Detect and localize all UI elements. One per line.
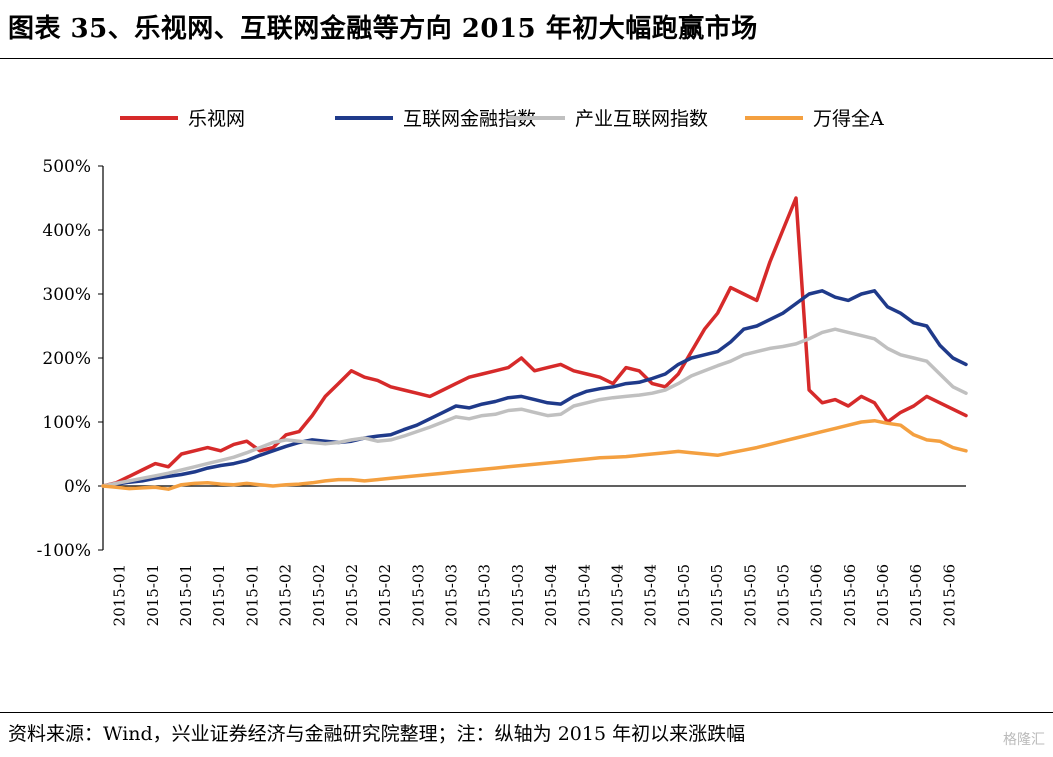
x-tick-label: 2015-02 [277,564,295,626]
x-tick-label: 2015-01 [210,564,228,626]
x-tick-label: 2015-06 [874,564,892,626]
y-tick-label: 0% [64,477,91,497]
chart-axes: -100% 0% 100% 200% 300% 400% 500% 2015-01 2015-0… [37,157,966,626]
watermark: 格隆汇 [1003,732,1045,748]
x-tick-label: 2015-06 [907,564,925,626]
x-tick-label: 2015-05 [741,564,759,626]
x-tick-label: 2015-02 [376,564,394,626]
series-line-3 [101,418,968,491]
title-rule [0,58,1053,59]
x-tick-label: 2015-05 [708,564,726,626]
x-tick-label: 2015-05 [675,564,693,626]
x-tick-label: 2015-06 [808,564,826,626]
y-tick-label: 100% [42,413,91,433]
y-tick-label: -100% [37,541,91,561]
x-tick-label: 2015-01 [177,564,195,626]
x-tick-label: 2015-03 [509,564,527,626]
series-line-0 [101,196,968,488]
x-tick-label: 2015-06 [841,564,859,626]
x-tick-label: 2015-03 [443,564,461,626]
source-note: 资料来源：Wind，兴业证券经济与金融研究院整理；注：纵轴为 2015 年初以来… [8,723,746,745]
x-tick-label: 2015-06 [940,564,958,626]
x-tick-label: 2015-02 [310,564,328,626]
footer-rule [0,712,1053,713]
legend-label-3: 万得全A [813,108,884,130]
x-tick-label: 2015-01 [144,564,162,626]
x-tick-label: 2015-04 [642,564,660,626]
y-tick-label: 500% [42,157,91,177]
series-line-2 [101,327,968,488]
y-tick-label: 300% [42,285,91,305]
x-tick-label: 2015-02 [343,564,361,626]
y-tick-label: 400% [42,221,91,241]
y-tick-label: 200% [42,349,91,369]
line-chart: 乐视网 互联网金融指数 产业互联网指数 万得全A -100% 0% 100% 200% 300… [37,108,968,626]
x-tick-label: 2015-04 [542,564,560,626]
legend-label-0: 乐视网 [188,108,245,130]
x-tick-label: 2015-04 [608,564,626,626]
x-tick-label: 2015-05 [774,564,792,626]
x-tick-label: 2015-01 [243,564,261,626]
x-tick-label: 2015-04 [575,564,593,626]
series-line-1 [101,289,968,488]
x-tick-label: 2015-01 [111,564,129,626]
figure-title: 图表 35、乐视网、互联网金融等方向 2015 年初大幅跑赢市场 [8,14,758,44]
legend-label-1: 互联网金融指数 [403,108,536,130]
legend-label-2: 产业互联网指数 [575,108,708,130]
x-tick-label: 2015-03 [409,564,427,626]
x-tick-label: 2015-03 [476,564,494,626]
chart-series [101,196,968,491]
chart-legend: 乐视网 互联网金融指数 产业互联网指数 万得全A [120,108,884,130]
